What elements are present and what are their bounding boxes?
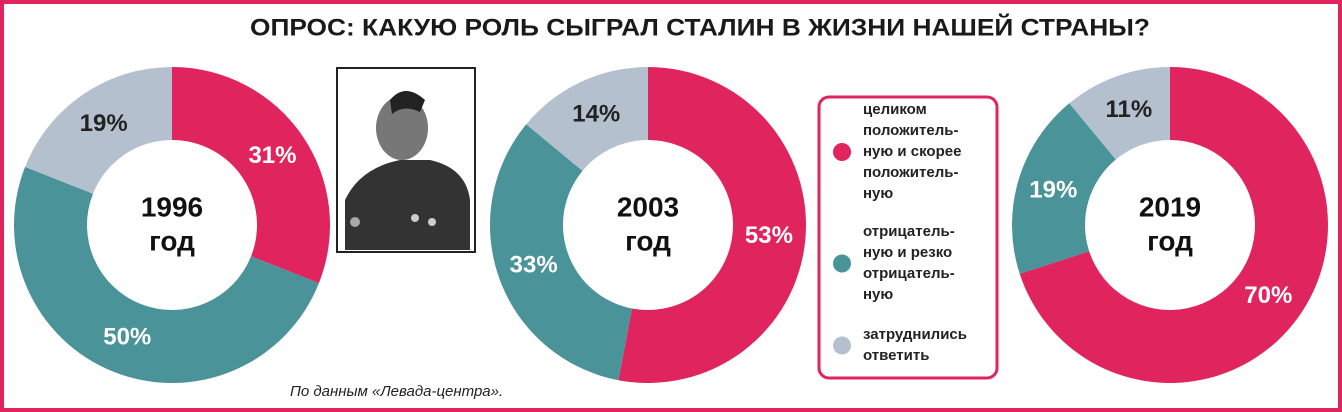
donut-segment (172, 67, 330, 284)
donut-segment (526, 67, 648, 171)
legend-swatch (833, 143, 851, 161)
title: ОПРОС: КАКУЮ РОЛЬ СЫГРАЛ СТАЛИН В ЖИЗНИ … (250, 13, 1150, 41)
legend-label: отрицатель- (863, 265, 955, 282)
center-unit: год (1147, 225, 1193, 256)
value-label: 70% (1244, 282, 1292, 309)
donut-segment (1019, 67, 1329, 383)
value-label: 19% (1029, 176, 1077, 203)
donut-segment (1069, 67, 1170, 160)
value-label: 11% (1105, 96, 1152, 123)
legend-label: ответить (863, 347, 929, 364)
value-label: 14% (572, 100, 620, 127)
center-year: 2019 (1139, 191, 1201, 222)
center-unit: год (149, 225, 195, 256)
legend-swatch (833, 336, 851, 355)
legend-label: затруднились (863, 326, 967, 343)
legend-label: ную (863, 185, 893, 202)
legend-label: ную и резко (863, 244, 952, 261)
legend-label: ную (863, 286, 893, 303)
center-unit: год (625, 225, 671, 256)
donut-segment (490, 124, 633, 381)
legend-label: отрицатель- (863, 223, 955, 240)
value-label: 50% (103, 323, 151, 350)
value-label: 53% (745, 222, 793, 249)
center-year: 1996 (141, 191, 203, 222)
value-label: 31% (248, 142, 296, 169)
source-note: По данным «Левада-центра». (290, 383, 503, 400)
legend-label: положитель- (863, 122, 958, 139)
donut-segment (1012, 103, 1116, 274)
value-label: 19% (80, 110, 128, 137)
donut-segment (618, 67, 806, 383)
portrait (336, 67, 476, 253)
legend-label: ную и скорее (863, 143, 961, 160)
legend-swatch (833, 254, 851, 273)
donut-segment (25, 67, 172, 194)
center-year: 2003 (617, 191, 679, 222)
value-label: 33% (510, 252, 558, 279)
legend-label: положитель- (863, 164, 958, 181)
donut-segment (14, 166, 319, 383)
legend-label: целиком (863, 101, 927, 118)
legend (817, 95, 999, 380)
